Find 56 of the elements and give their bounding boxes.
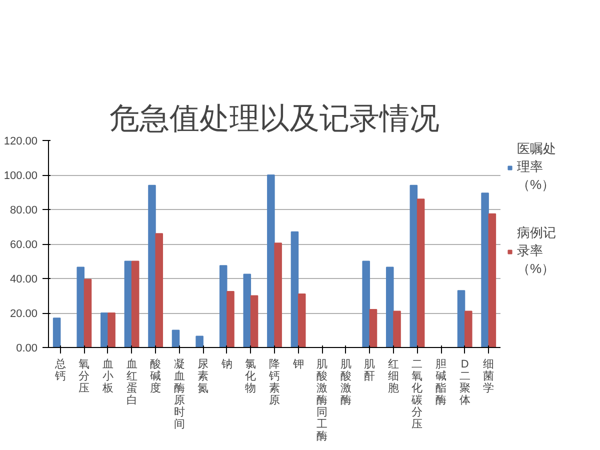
y-tick-label: 40.00 xyxy=(10,274,38,286)
legend-label: 病例记录率（%） xyxy=(517,224,556,278)
bar xyxy=(290,231,299,348)
x-tick-label: 肌酐 xyxy=(364,358,376,382)
legend-label: 医嘱处理率（%） xyxy=(517,140,556,194)
bar xyxy=(108,312,116,348)
x-tick-label: 凝血酶原时间 xyxy=(174,358,185,430)
y-tick-label: 0.00 xyxy=(16,342,38,354)
bar xyxy=(298,294,306,348)
bar xyxy=(84,278,92,348)
x-tick-label: 降钙素原 xyxy=(268,358,280,406)
x-tick-label: 血小板 xyxy=(101,358,114,394)
bar xyxy=(369,309,378,348)
bar xyxy=(488,213,496,348)
y-tick-label: 100.00 xyxy=(4,170,38,182)
bar xyxy=(52,318,61,348)
x-tick-label: 血红蛋白 xyxy=(126,358,138,406)
x-tick-label: 酸碱度 xyxy=(150,358,162,394)
bar xyxy=(457,290,466,348)
y-tick-label: 80.00 xyxy=(10,204,38,216)
x-tick-label: 肌酸激酶同工酶 xyxy=(316,358,328,442)
bar xyxy=(226,290,234,348)
x-tick-label: 胆碱酯酶 xyxy=(436,358,447,406)
x-tick-label: 肌酸激酶 xyxy=(340,358,352,406)
bar xyxy=(267,174,275,348)
bar xyxy=(155,233,164,348)
bar xyxy=(196,336,204,348)
y-tick-label: 60.00 xyxy=(10,239,38,251)
bar xyxy=(386,266,394,348)
bar xyxy=(148,184,156,348)
x-tick-label: D二聚体 xyxy=(459,358,470,406)
bar xyxy=(481,192,489,348)
bar xyxy=(274,242,282,348)
x-tick-label: 氯化物 xyxy=(245,358,256,394)
bar xyxy=(410,184,418,348)
bar xyxy=(131,260,140,348)
x-tick-label: 钠 xyxy=(220,358,232,370)
x-tick-label: 细菌学 xyxy=(483,358,494,394)
bar xyxy=(243,274,252,348)
bar xyxy=(416,198,425,348)
x-tick-label: 二氧化碳分压 xyxy=(410,358,423,430)
y-tick-label: 120.00 xyxy=(4,136,38,148)
bar xyxy=(464,310,472,348)
bar xyxy=(362,260,370,348)
bar xyxy=(172,330,180,348)
bar xyxy=(250,295,258,348)
x-tick-label: 钾 xyxy=(292,358,304,370)
y-tick-label: 20.00 xyxy=(10,308,38,320)
bar xyxy=(219,265,228,348)
chart-title: 危急值处理以及记录情况 xyxy=(110,102,440,136)
x-tick-label: 总钙 xyxy=(54,358,66,382)
bar xyxy=(393,310,401,348)
x-tick-label: 红细胞 xyxy=(388,358,399,394)
x-tick-label: 尿素氮 xyxy=(198,358,209,394)
bar xyxy=(76,266,85,348)
x-tick-label: 氧分压 xyxy=(78,358,90,394)
